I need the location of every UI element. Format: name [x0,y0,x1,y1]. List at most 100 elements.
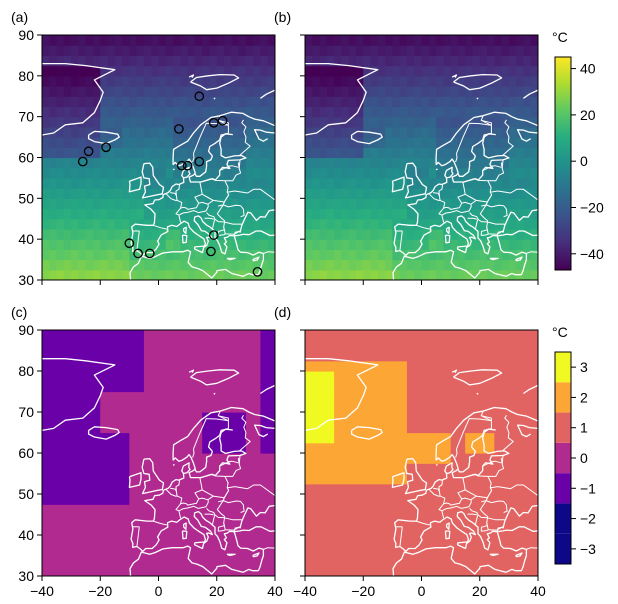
heatmap-cell [114,473,123,485]
heatmap-cell [436,442,444,454]
heatmap-cell [136,269,145,280]
heatmap-cell [209,463,218,475]
heatmap-cell [78,422,87,434]
heatmap-cell [71,432,80,444]
heatmap-cell [450,35,459,46]
heatmap-cell [194,137,203,148]
heatmap-cell [267,96,275,108]
heatmap-cell [245,432,254,444]
heatmap-cell [334,350,343,362]
station-marker [124,238,135,249]
heatmap-cell [231,137,240,148]
country-border [206,212,216,230]
heatmap-cell [143,228,152,240]
heatmap-cell [209,504,218,516]
heatmap-cell [472,422,481,434]
heatmap-cell [312,555,321,567]
heatmap-cell [341,249,350,261]
heatmap-cell [443,422,452,434]
heatmap-cell [436,381,444,393]
heatmap-cell [348,391,357,403]
heatmap-cell [63,494,72,505]
heatmap-cell [326,504,335,516]
heatmap-cell [100,371,109,382]
heatmap-cell [129,269,138,280]
heatmap-cell [231,35,240,46]
heatmap-cell [516,116,525,128]
heatmap-cell [479,65,488,77]
heatmap-cell [136,453,145,464]
heatmap-cell [399,157,408,169]
heatmap-cell [143,483,152,495]
heatmap-cell [71,259,80,271]
country-border [455,153,458,163]
heatmap-cell [92,463,101,475]
heatmap-cell [501,239,510,250]
heatmap-cell [414,401,423,413]
heatmap-cell [231,340,240,352]
heatmap-cell [187,360,196,372]
heatmap-cell [42,483,50,495]
heatmap-cell [465,545,474,557]
heatmap-cell [260,412,269,423]
heatmap-cell [436,147,444,159]
heatmap-cell [370,45,379,57]
heatmap-cell [216,422,225,434]
heatmap-cell [334,55,343,67]
heatmap-cell [63,65,72,77]
heatmap-cell [450,381,459,393]
heatmap-cell [56,45,65,57]
heatmap-cell [216,524,225,536]
heatmap-cell [501,65,510,77]
heatmap-cell [305,350,313,362]
heatmap-cell [523,524,532,536]
country-border [239,119,251,156]
heatmap-cell [457,330,466,341]
coastline [502,504,538,529]
heatmap-cell [312,340,321,352]
heatmap-cell [377,177,386,189]
heatmap-cell [443,555,452,567]
heatmap-cell [305,514,313,526]
heatmap-cell [267,55,275,67]
heatmap-cell [319,126,328,138]
heatmap-cell [487,65,495,77]
heatmap-cell [122,239,130,250]
heatmap-cell [406,249,415,261]
heatmap-cell [202,126,211,138]
heatmap-cell [508,453,517,464]
heatmap-cell [187,412,196,423]
heatmap-cell [49,198,58,210]
heatmap-cell [523,422,532,434]
heatmap-cell [122,514,130,526]
heatmap-cell [209,453,218,464]
heatmap-cell [129,483,138,495]
heatmap-cell [523,463,532,475]
heatmap-cell [202,55,211,67]
heatmap-cell [385,45,393,57]
heatmap-cell [224,535,232,546]
heatmap-cell [414,371,423,382]
heatmap-cell [341,35,350,46]
heatmap-cell [385,167,393,179]
heatmap-cell [508,494,517,505]
x-tick-label: −20 [88,583,112,599]
heatmap-cell [530,494,538,505]
heatmap-cell [173,249,181,261]
heatmap-cell [319,545,328,557]
heatmap-cell [392,137,401,148]
heatmap-cell [100,106,109,118]
heatmap-cell [530,442,538,454]
heatmap-cell [100,330,109,341]
heatmap-cell [319,116,328,128]
heatmap-cell [202,422,211,434]
heatmap-cell [348,198,357,210]
heatmap-cell [260,167,269,179]
heatmap-cell [312,381,321,393]
heatmap-cell [151,535,160,546]
heatmap-cell [267,239,275,250]
heatmap-cell [450,116,459,128]
heatmap-cell [457,157,466,169]
heatmap-cell [443,75,452,87]
